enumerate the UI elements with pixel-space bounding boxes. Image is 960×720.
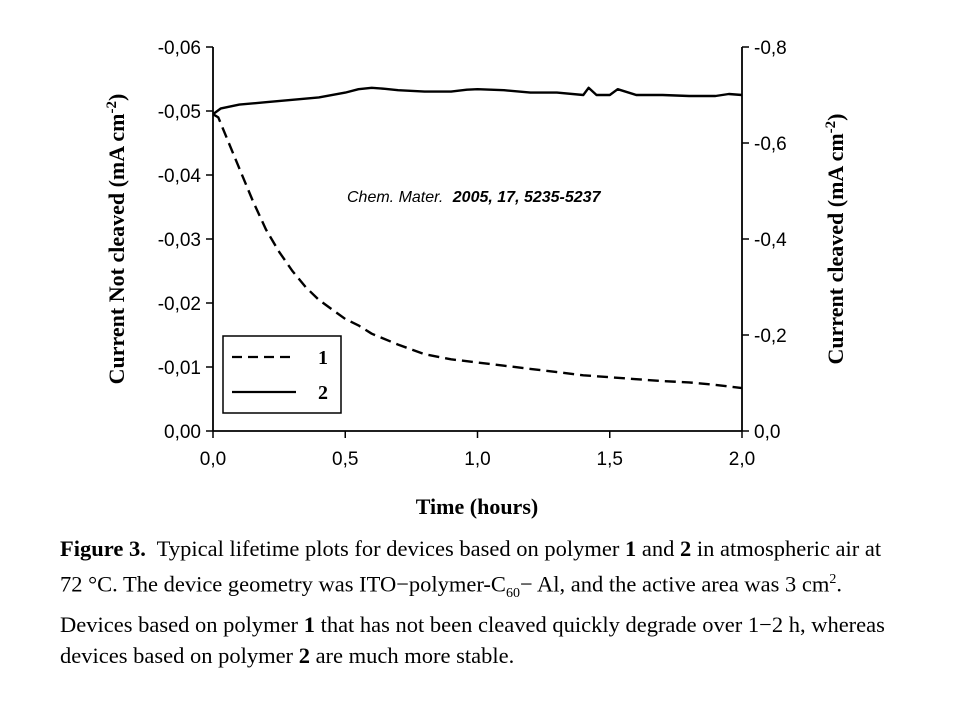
y-left-tick-label: -0,06 [158, 38, 201, 59]
caption-polymer-2b: 2 [298, 643, 310, 668]
y-right-tick-label: -0,6 [754, 134, 787, 155]
series-line-1 [212, 113, 743, 390]
y-left-tick-label: -0,03 [158, 230, 201, 251]
x-tick-label: 0,0 [200, 449, 226, 470]
caption-text-5: . Devices based on polymer [60, 571, 843, 638]
x-axis-title: Time (hours) [416, 494, 538, 519]
caption-polymer-1: 1 [624, 536, 637, 561]
caption-text-2: and [641, 536, 675, 561]
y-left-tick-label: 0,00 [164, 422, 201, 443]
legend-label-1: 1 [318, 347, 328, 369]
y-right-tick-label: -0,2 [754, 326, 787, 347]
x-tick-label: 0,5 [332, 449, 358, 470]
caption-text-6: that has not been cleaved quickly degrad… [60, 612, 885, 668]
citation-details: 2005, 17, 5235-5237 [452, 189, 602, 206]
series-layer [212, 86, 743, 390]
citation-journal: Chem. Mater. [347, 189, 443, 206]
series-line-2 [212, 86, 743, 116]
y-right-tick-label: 0,0 [754, 422, 780, 443]
legend-label-2: 2 [318, 382, 328, 404]
y-right-tick-label: -0,4 [754, 230, 787, 251]
caption-text-4: − Al, and the active area was 3 cm [519, 571, 830, 597]
figure-caption: Figure 3. Typical lifetime plots for dev… [60, 533, 900, 671]
caption-sub-60: 60 [505, 586, 520, 601]
y-left-tick-label: -0,04 [158, 166, 202, 187]
y-axis-left-title: Current Not cleaved (mA cm-2) [104, 94, 129, 385]
ticks-layer: 0,00 -0,01 -0,02 -0,03 -0,04 -0,05 -0,06 0,0 -0,… [158, 38, 787, 470]
caption-text-7: are much more stable. [315, 643, 515, 668]
caption-text-3: in atmospheric air at 72 °C. The device … [60, 536, 882, 597]
x-tick-label: 2,0 [729, 449, 755, 470]
caption-polymer-2: 2 [679, 536, 692, 561]
x-tick-label: 1,0 [464, 449, 490, 470]
y-axis-right-title: Current cleaved (mA cm-2) [823, 114, 848, 365]
caption-polymer-1b: 1 [303, 612, 315, 637]
x-tick-label: 1,5 [597, 449, 623, 470]
caption-sup-2: 2 [829, 572, 837, 587]
y-left-tick-label: -0,01 [158, 358, 201, 379]
legend-box [222, 335, 342, 414]
y-right-tick-label: -0,8 [754, 38, 787, 59]
caption-label: Figure 3. [60, 536, 146, 561]
chart-figure: 0,00 -0,01 -0,02 -0,03 -0,04 -0,05 -0,06 0,0 -0,… [104, 38, 848, 519]
y-left-tick-label: -0,02 [158, 294, 201, 315]
caption-text-1: Typical lifetime plots for devices based… [156, 536, 620, 561]
citation-annotation: Chem. Mater. 2005, 17, 5235-5237 [347, 189, 602, 206]
y-left-tick-label: -0,05 [158, 102, 201, 123]
